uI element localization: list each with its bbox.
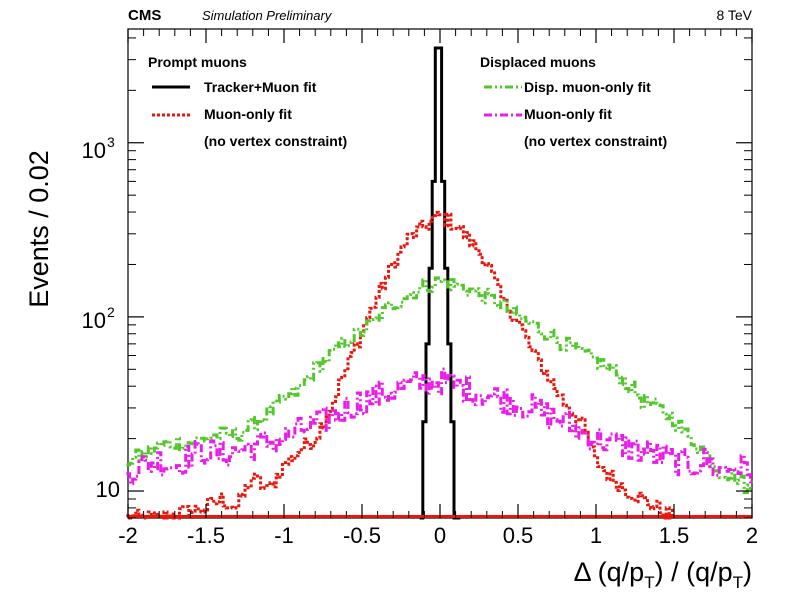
x-axis-title-middle: ) / (q/p <box>655 557 733 587</box>
y-tick-label: 10 <box>96 477 120 502</box>
series-layer <box>126 46 754 520</box>
x-tick-label: -0.5 <box>343 523 381 548</box>
legend-entry-displaced-muon-only: Muon-only fit <box>524 106 612 122</box>
y-tick-label-base: 10 <box>82 138 106 163</box>
y-axis-title: Events / 0.02 <box>24 150 54 308</box>
y-tick-label-base: 10 <box>82 308 106 333</box>
status-label: Simulation Preliminary <box>202 8 333 23</box>
x-tick-label: -1.5 <box>187 523 225 548</box>
x-tick-label: 1.5 <box>659 523 690 548</box>
y-tick-label-10: 10 <box>96 477 120 502</box>
legend-title-prompt: Prompt muons <box>148 54 247 70</box>
energy-label: 8 TeV <box>716 7 752 23</box>
x-tick-label: -1 <box>274 523 294 548</box>
series-disp-muon-only <box>126 276 754 494</box>
x-axis-title-suffix: ) <box>743 557 752 587</box>
y-tick-label-100: 10 2 <box>82 304 115 333</box>
legend-note-prompt: (no vertex constraint) <box>204 133 347 149</box>
experiment-label: CMS <box>128 7 161 24</box>
x-axis-title-sub2: T <box>733 573 743 592</box>
x-tick-label: -2 <box>118 523 138 548</box>
y-tick-label-exponent: 3 <box>107 134 115 150</box>
x-tick-labels: -2 -1.5 -1 -0.5 0 0.5 1 1.5 2 <box>118 523 758 548</box>
y-tick-label-exponent: 2 <box>107 304 115 320</box>
series-tracker-muon <box>419 46 461 520</box>
legend: Prompt muons Tracker+Muon fit Muon-only … <box>148 54 667 149</box>
y-tick-label-1000: 10 3 <box>82 134 115 163</box>
legend-entry-tracker-muon: Tracker+Muon fit <box>204 79 317 95</box>
x-axis-title-sub1: T <box>644 573 654 592</box>
x-tick-label: 0 <box>434 523 446 548</box>
x-tick-label: 2 <box>746 523 758 548</box>
legend-note-displaced: (no vertex constraint) <box>524 133 667 149</box>
x-axis-title: Δ (q/pT) / (q/pT) <box>574 557 752 592</box>
legend-title-displaced: Displaced muons <box>480 54 596 70</box>
series-displaced-muon-only <box>126 367 754 486</box>
ticks-layer <box>127 29 753 519</box>
x-axis-title-prefix: Δ (q/p <box>574 557 645 587</box>
legend-entry-disp-muon-only: Disp. muon-only fit <box>524 79 651 95</box>
x-tick-label: 0.5 <box>503 523 534 548</box>
x-tick-label: 1 <box>590 523 602 548</box>
series-prompt-muon-only <box>126 210 676 520</box>
legend-entry-prompt-muon-only: Muon-only fit <box>204 106 292 122</box>
